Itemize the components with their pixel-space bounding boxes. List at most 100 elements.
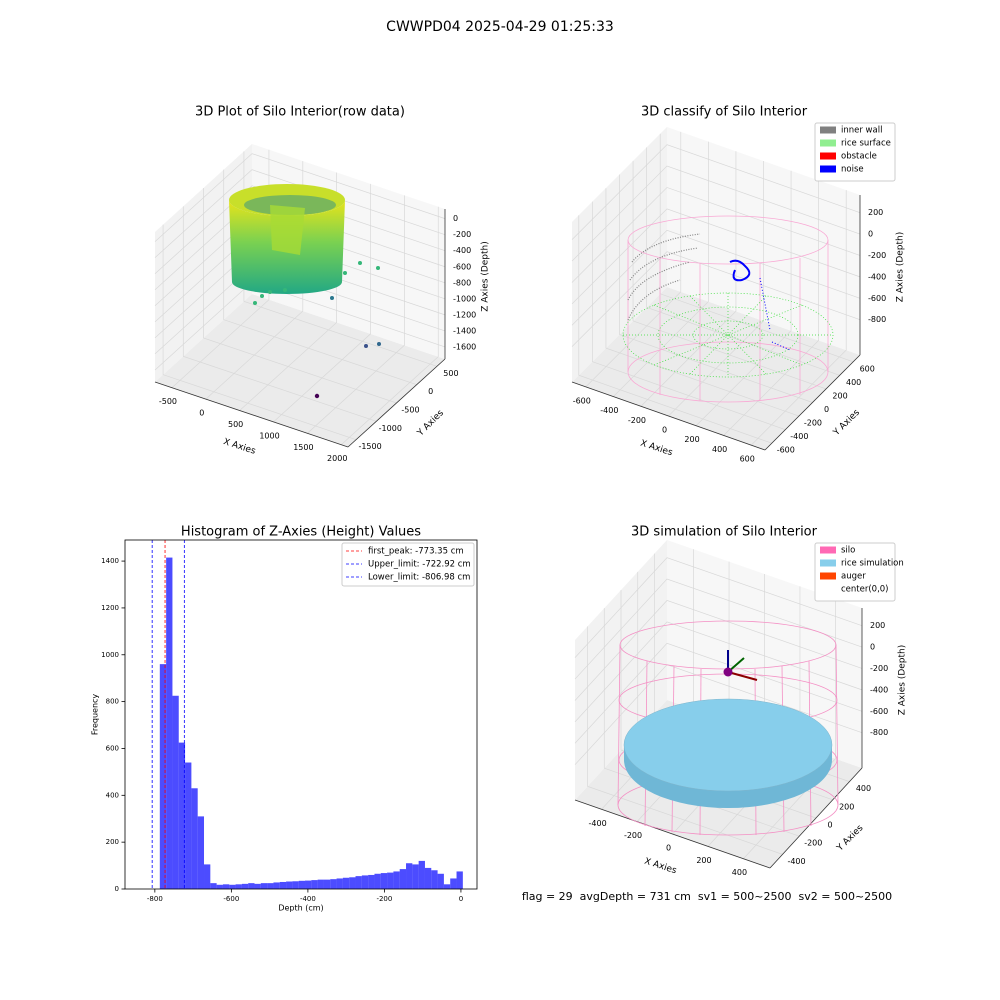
bar	[374, 873, 381, 889]
x-axis-label: X Axies	[639, 439, 674, 459]
x-tick-label: 0	[459, 895, 463, 903]
z-tick-label: 200	[868, 208, 883, 217]
bar	[210, 883, 217, 889]
x-tick-label: 200	[696, 856, 711, 865]
z-tick-label: -200	[453, 230, 471, 239]
y-tick-label: 200	[832, 391, 847, 400]
grid-line	[605, 188, 800, 417]
silo-classified	[622, 215, 834, 403]
chart-title: 3D Plot of Silo Interior(row data)	[195, 105, 405, 120]
bar	[260, 883, 268, 889]
y-axis-label: Frequency	[91, 694, 100, 736]
bar	[248, 883, 255, 889]
grid-line	[571, 208, 861, 305]
y-tick-label: 1200	[101, 604, 119, 612]
grid-line	[574, 557, 863, 658]
grid-line	[340, 206, 439, 445]
grid-line	[695, 170, 792, 426]
grid-line	[592, 201, 786, 430]
bar	[191, 788, 198, 889]
axis-line	[571, 381, 766, 451]
y-tick-label: 200	[106, 838, 119, 846]
bar	[286, 881, 293, 889]
chart-title: 3D simulation of Silo Interior	[631, 525, 818, 540]
bar	[204, 864, 211, 889]
bar	[222, 884, 230, 889]
y-tick-label: -500	[401, 406, 419, 415]
grid-line	[578, 215, 772, 444]
axis-line	[347, 358, 446, 448]
bar	[323, 879, 331, 889]
legend-label: obstacle	[841, 152, 877, 162]
legend-label: inner wall	[841, 126, 882, 136]
legend-swatch	[820, 585, 836, 593]
bar	[349, 877, 356, 889]
grid-line	[571, 229, 861, 326]
bar	[166, 557, 173, 889]
z-tick-label: 0	[868, 230, 873, 239]
grid-line	[307, 195, 405, 434]
x-tick-label: 500	[228, 420, 243, 429]
y-tick-label: 0	[827, 821, 832, 830]
grid-line	[162, 224, 357, 440]
legend-swatch	[820, 139, 836, 147]
x-tick-label: -400	[600, 406, 618, 415]
y-tick-label: -600	[777, 446, 795, 455]
grid-line	[223, 169, 417, 385]
grid-line	[574, 600, 863, 701]
grid-line	[182, 206, 377, 422]
grid-line	[723, 180, 819, 436]
z-tick-label: -200	[868, 251, 886, 260]
z-tick-label: -1200	[453, 310, 476, 319]
grid-line	[571, 251, 861, 347]
y-tick-label: -1000	[379, 424, 402, 433]
grid-line	[574, 578, 863, 680]
legend-label: auger	[841, 572, 866, 582]
y-tick-label: 0	[115, 885, 119, 893]
legend-swatch	[820, 572, 836, 580]
y-tick-label: 1400	[101, 557, 119, 565]
silo-simulation	[617, 620, 839, 836]
x-tick-label: 2000	[327, 454, 347, 463]
z-axis-label: Z Axies (Depth)	[898, 645, 908, 716]
bar	[292, 881, 299, 889]
z-tick-label: -1000	[453, 294, 476, 303]
x-tick-label: -200	[376, 895, 392, 903]
grid-line	[743, 598, 836, 859]
plot-frame	[124, 539, 478, 890]
z-tick-label: -600	[870, 707, 888, 716]
bar	[387, 872, 394, 889]
legend-label: Lower_limit: -806.98 cm	[368, 573, 470, 583]
y-tick-label: 500	[443, 369, 458, 378]
y-axis-label: Y Axies	[831, 408, 862, 439]
x-tick-label: -400	[589, 819, 607, 828]
z-tick-label: 0	[453, 214, 458, 223]
y-tick-label: 400	[846, 378, 861, 387]
y-tick-label: 0	[428, 387, 433, 396]
legend-swatch	[820, 559, 836, 567]
axis-line	[769, 767, 863, 869]
grid-line	[154, 169, 446, 258]
z-axis-label: Z Axies (Depth)	[481, 241, 491, 312]
bar	[399, 869, 407, 889]
grid-line	[585, 131, 682, 388]
bar	[273, 882, 280, 889]
x-tick-label: 0	[199, 409, 204, 418]
x-axis-label: X Axies	[222, 437, 257, 457]
chart-title: 3D classify of Silo Interior	[641, 105, 808, 120]
grid-line	[640, 151, 737, 407]
bar	[305, 880, 312, 889]
x-tick-label: -200	[628, 416, 646, 425]
y-tick-label: 600	[860, 364, 875, 373]
bar	[393, 871, 400, 889]
grid-line	[587, 626, 783, 855]
grid-line	[646, 147, 840, 376]
y-tick-label: -200	[804, 419, 822, 428]
bar	[456, 871, 463, 889]
legend-label: silo	[841, 546, 855, 556]
y-axis-label: Y Axies	[835, 823, 866, 854]
x-tick-label: -200	[624, 831, 642, 840]
z-tick-label: -600	[868, 294, 886, 303]
legend-label: first_peak: -773.35 cm	[368, 547, 464, 557]
axis-line	[154, 381, 349, 448]
